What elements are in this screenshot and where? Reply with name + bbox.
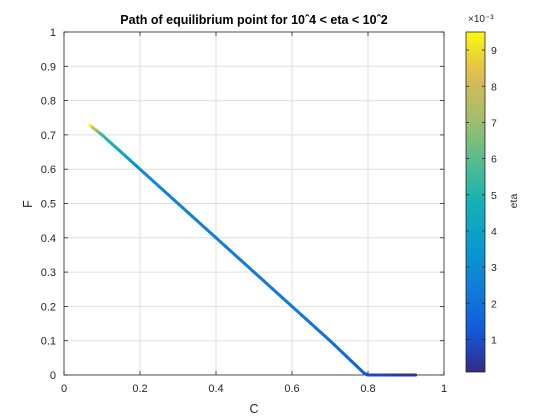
data-point: [176, 202, 180, 205]
data-point: [328, 339, 332, 343]
colorbar-tick-label: 9: [491, 45, 497, 57]
data-point: [138, 167, 142, 171]
data-point: [362, 371, 366, 375]
x-tick-label: 1: [441, 383, 447, 395]
x-tick-label: 0.2: [132, 383, 147, 395]
data-point: [366, 373, 370, 377]
colorbar-tick-label: 2: [491, 298, 497, 310]
plot-area: 0 0.2 0.4 0.6 0.8 1 0 0.1 0.2 0.3 0.4 0.5 0.6 0.7 0.8 0…: [41, 27, 447, 395]
colorbar-label: eta: [508, 194, 520, 209]
data-point: [88, 123, 92, 127]
y-tick-label: 0.4: [41, 233, 56, 245]
x-tick-label: 0.6: [284, 383, 299, 395]
colorbar-fill: [466, 32, 485, 372]
colorbar-tick-label: 5: [491, 190, 497, 202]
data-series: [88, 123, 417, 377]
colorbar-tick-label: 3: [491, 262, 497, 274]
y-tick-label: 0.3: [41, 267, 56, 279]
x-tick-label: 0.4: [208, 383, 223, 395]
x-axis-label: C: [249, 402, 258, 416]
y-axis-label: F: [21, 200, 35, 208]
y-tick-label: 0.2: [41, 301, 56, 313]
data-point: [290, 304, 294, 308]
y-tick-label: 0.8: [41, 96, 56, 108]
x-tick-label: 0.8: [360, 383, 375, 395]
data-point: [252, 270, 256, 274]
colorbar-tick-label: 7: [491, 117, 497, 129]
data-point: [100, 133, 104, 137]
data-point: [214, 236, 218, 240]
colorbar-border: [465, 31, 486, 373]
y-tick-label: 0: [50, 370, 56, 382]
y-tick-label: 0.7: [41, 130, 56, 142]
colorbar-tick-label: 1: [491, 334, 497, 346]
data-point: [414, 373, 417, 377]
y-tick-label: 0.9: [41, 61, 56, 73]
colorbar-tick-label: 4: [491, 226, 497, 238]
y-tick-label: 1: [50, 27, 56, 39]
y-tick-label: 0.6: [41, 164, 56, 176]
colorbar-exponent-label: ×10⁻³: [468, 14, 494, 25]
colorbar-tick-label: 6: [491, 154, 497, 166]
colorbar-tick-label: 8: [491, 81, 497, 93]
data-point: [389, 373, 393, 377]
chart-title: Path of equilibrium point for 10ˆ4 < eta…: [120, 13, 387, 27]
x-tick-label: 0: [61, 383, 67, 395]
colorbar: 1 2 3 4 5 6 7 8 9: [465, 31, 497, 373]
y-tick-label: 0.1: [41, 336, 56, 348]
y-tick-label: 0.5: [41, 199, 56, 211]
